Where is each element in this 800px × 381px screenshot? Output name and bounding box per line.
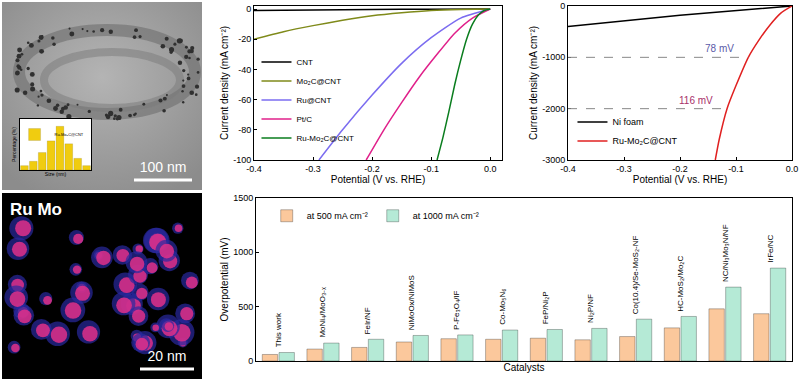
svg-text:1000: 1000: [233, 247, 253, 257]
svg-text:116 mV: 116 mV: [679, 95, 713, 106]
svg-text:Ru-Mo₂C@CNT: Ru-Mo₂C@CNT: [296, 134, 354, 143]
svg-text:Co(10.4)/Se-MoS₂-NF: Co(10.4)/Se-MoS₂-NF: [631, 236, 640, 315]
svg-text:Ni foam: Ni foam: [612, 117, 643, 127]
svg-text:-3000: -3000: [542, 155, 565, 165]
svg-text:Ru-Mo₂C@CNT: Ru-Mo₂C@CNT: [612, 136, 677, 146]
svg-text:-100: -100: [233, 155, 251, 165]
svg-text:P-Fe₃O₄/IF: P-Fe₃O₄/IF: [452, 290, 461, 330]
svg-text:Percentage (%): Percentage (%): [11, 127, 17, 162]
svg-text:This work: This work: [274, 312, 283, 347]
svg-text:IrFe/NC: IrFe/NC: [766, 235, 775, 263]
svg-text:0: 0: [246, 4, 251, 14]
svg-text:-0.4: -0.4: [560, 164, 576, 174]
svg-text:-2000: -2000: [542, 104, 565, 114]
svg-text:500: 500: [238, 302, 253, 312]
svg-text:Ni₂P/NF: Ni₂P/NF: [586, 294, 595, 323]
svg-text:-60: -60: [238, 95, 251, 105]
svg-text:-0.1: -0.1: [423, 164, 439, 174]
svg-text:0: 0: [248, 356, 253, 366]
svg-text:100 nm: 100 nm: [140, 159, 187, 175]
svg-text:-80: -80: [238, 125, 251, 135]
svg-text:Pt/C: Pt/C: [296, 115, 312, 124]
svg-text:FeP/Ni₂P: FeP/Ni₂P: [541, 291, 550, 324]
svg-text:0: 0: [560, 1, 565, 11]
svg-text:78 mV: 78 mV: [705, 43, 734, 54]
svg-text:-1000: -1000: [542, 52, 565, 62]
svg-text:Mo₂C@CNT: Mo₂C@CNT: [296, 77, 341, 86]
svg-text:0.0: 0.0: [786, 164, 799, 174]
svg-text:Ru-Mo₂C@CNT: Ru-Mo₂C@CNT: [55, 132, 84, 137]
svg-text:CNT: CNT: [296, 58, 313, 67]
svg-text:FeIr/NF: FeIr/NF: [363, 307, 372, 334]
svg-text:Size (nm): Size (nm): [45, 171, 67, 177]
svg-text:Ru@CNT: Ru@CNT: [296, 96, 331, 105]
svg-text:NiMoOx/NiMoS: NiMoOx/NiMoS: [407, 275, 416, 330]
svg-text:Current density (mA cm⁻²): Current density (mA cm⁻²): [528, 26, 539, 140]
svg-text:-0.3: -0.3: [616, 164, 632, 174]
svg-text:Current density (mA cm⁻²): Current density (mA cm⁻²): [219, 26, 230, 140]
svg-text:-40: -40: [238, 65, 251, 75]
svg-text:HC-MoS₂/Mo₂C: HC-MoS₂/Mo₂C: [676, 256, 685, 312]
svg-text:-0.4: -0.4: [246, 164, 262, 174]
svg-text:0.0: 0.0: [484, 164, 497, 174]
svg-text:-0.2: -0.2: [364, 164, 380, 174]
svg-text:-0.3: -0.3: [305, 164, 321, 174]
svg-text:-0.1: -0.1: [728, 164, 744, 174]
svg-text:at 1000 mA cm⁻²: at 1000 mA cm⁻²: [413, 211, 479, 221]
svg-text:1500: 1500: [233, 193, 253, 203]
svg-text:NC/Ni₃Mo₃N/NF: NC/Ni₃Mo₃N/NF: [721, 224, 730, 282]
svg-text:20 nm: 20 nm: [148, 348, 187, 364]
svg-text:-20: -20: [238, 34, 251, 44]
svg-text:Potential (V vs. RHE): Potential (V vs. RHE): [331, 174, 425, 185]
svg-text:Co-Mo₅N₆: Co-Mo₅N₆: [498, 288, 507, 324]
svg-text:Catalysts: Catalysts: [503, 362, 544, 373]
svg-text:Overpotential (mV): Overpotential (mV): [219, 238, 230, 322]
svg-text:at 500 mA cm⁻²: at 500 mA cm⁻²: [307, 211, 368, 221]
svg-text:MoNi₄/MoO₃₋ₓ: MoNi₄/MoO₃₋ₓ: [318, 287, 327, 338]
svg-text:-0.2: -0.2: [672, 164, 688, 174]
svg-text:Ru Mo: Ru Mo: [10, 200, 62, 219]
svg-text:Potential (V vs. RHE): Potential (V vs. RHE): [633, 174, 727, 185]
